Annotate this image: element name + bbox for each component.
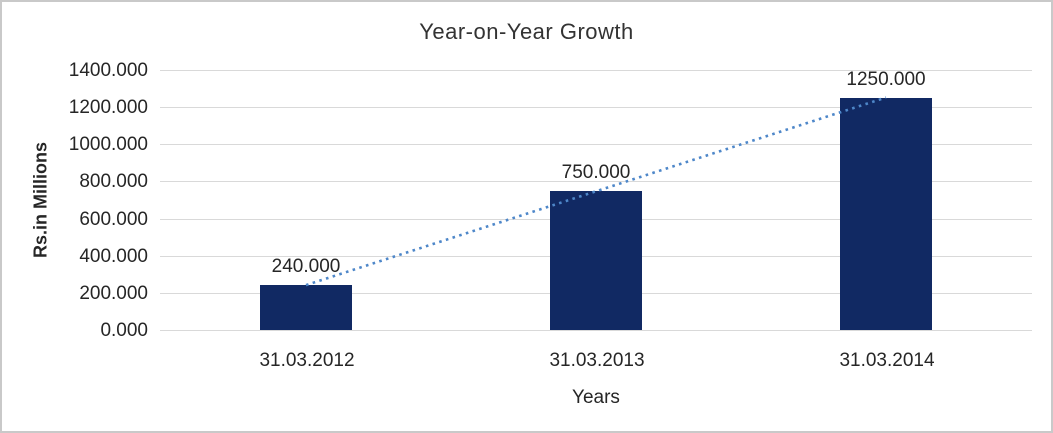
bar-2012 (260, 285, 352, 330)
x-category-label: 31.03.2013 (549, 350, 645, 371)
bar-value-label: 1250.000 (846, 68, 926, 90)
y-tick-label: 1200.000 (68, 97, 148, 118)
y-tick-label: 0.000 (100, 320, 148, 341)
x-category-label: 31.03.2014 (839, 350, 935, 371)
x-category-label: 31.03.2012 (259, 350, 355, 371)
y-tick-label: 1000.000 (68, 134, 148, 155)
x-axis-title: Years (572, 387, 620, 408)
bar-value-label: 750.000 (561, 161, 631, 183)
gridline: 1400.000 (69, 60, 1032, 81)
bar-2013 (550, 190, 642, 330)
y-tick-label: 600.000 (79, 209, 148, 230)
plot-area: 1400.000 1200.000 1000.000 800.000 600.0… (69, 60, 1032, 341)
chart-title: Year-on-Year Growth (419, 19, 634, 44)
y-tick-label: 200.000 (79, 283, 148, 304)
y-tick-label: 1400.000 (68, 60, 148, 81)
bar-value-label: 240.000 (271, 256, 341, 278)
gridline: 0.000 (100, 320, 1032, 341)
y-axis-title: Rs.in Millions (30, 141, 51, 259)
y-tick-label: 800.000 (79, 171, 148, 192)
bar-2014 (840, 97, 932, 330)
y-tick-label: 400.000 (79, 246, 148, 267)
